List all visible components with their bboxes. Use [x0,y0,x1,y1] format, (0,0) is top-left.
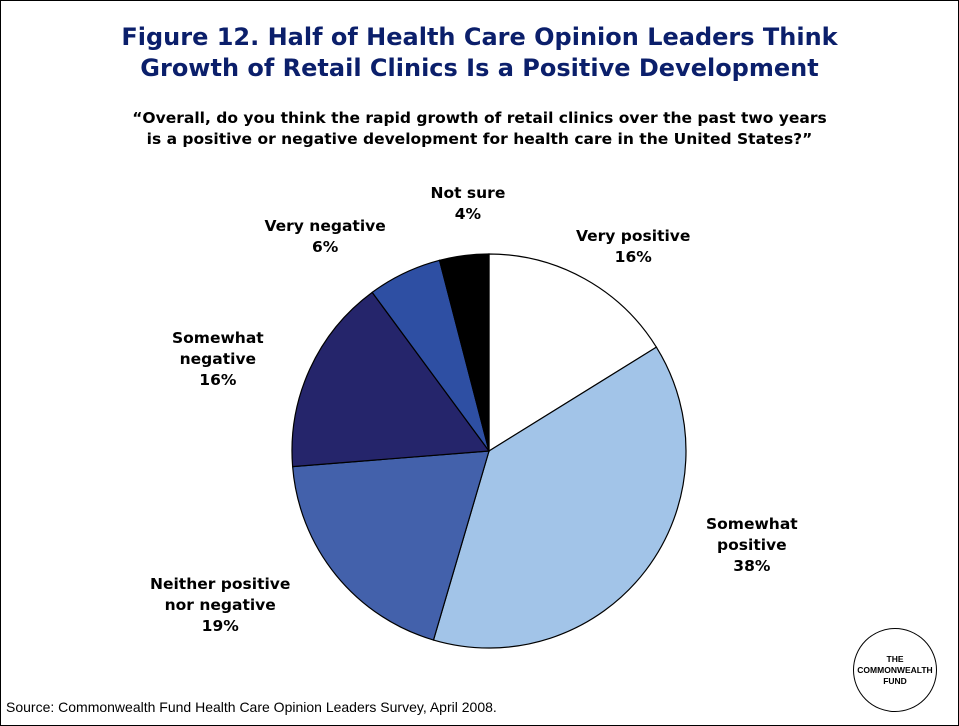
chart-title-line-2: Growth of Retail Clinics Is a Positive D… [140,54,819,82]
slice-value-somewhat-positive: 38% [733,556,771,575]
pie-slice-neither [291,450,490,641]
slice-value-not-sure: 4% [454,205,482,223]
slice-value-very-positive: 16% [614,248,652,266]
chart-title-line-1: Figure 12. Half of Health Care Opinion L… [121,23,838,51]
slice-value-neither: 19% [201,616,239,635]
chart-subtitle-line-1: “Overall, do you think the rapid growth … [132,109,827,127]
slice-name-neither: nor negative [164,595,276,614]
commonwealth-fund-logo: THE COMMONWEALTH FUND [853,628,937,712]
slice-name-neither: Neither positive [150,574,291,593]
slice-label-very-negative: Very negative 6% [265,216,386,258]
slice-name-somewhat-negative: negative [179,349,257,368]
chart-subtitle: “Overall, do you think the rapid growth … [0,108,959,150]
chart-subtitle-line-2: is a positive or negative development fo… [146,130,813,148]
slice-name-somewhat-negative: Somewhat [172,328,264,347]
pie-slice-not-sure [438,253,490,452]
slice-label-neither: Neither positive nor negative 19% [150,574,290,637]
logo-line-3: FUND [883,675,907,686]
slice-value-somewhat-negative: 16% [199,370,237,389]
slice-value-very-negative: 6% [311,238,339,256]
pie-slice-somewhat-negative [291,291,491,468]
slice-name-somewhat-positive: Somewhat [706,514,798,533]
slice-label-very-positive: Very positive 16% [576,226,690,268]
slice-label-not-sure: Not sure 4% [431,183,506,225]
slice-label-somewhat-positive: Somewhat positive 38% [706,514,798,577]
slice-name-not-sure: Not sure [430,184,506,202]
logo-line-2: COMMONWEALTH [857,664,933,675]
slice-name-very-negative: Very negative [264,217,386,235]
slice-label-somewhat-negative: Somewhat negative 16% [172,328,264,391]
slice-name-somewhat-positive: positive [717,535,787,554]
logo-line-1: THE [886,653,904,664]
slice-name-very-positive: Very positive [576,227,691,245]
chart-title: Figure 12. Half of Health Care Opinion L… [0,22,959,84]
pie-slice-somewhat-positive [432,346,687,649]
source-note: Source: Commonwealth Fund Health Care Op… [6,699,497,715]
pie-slice-very-positive [488,253,658,453]
